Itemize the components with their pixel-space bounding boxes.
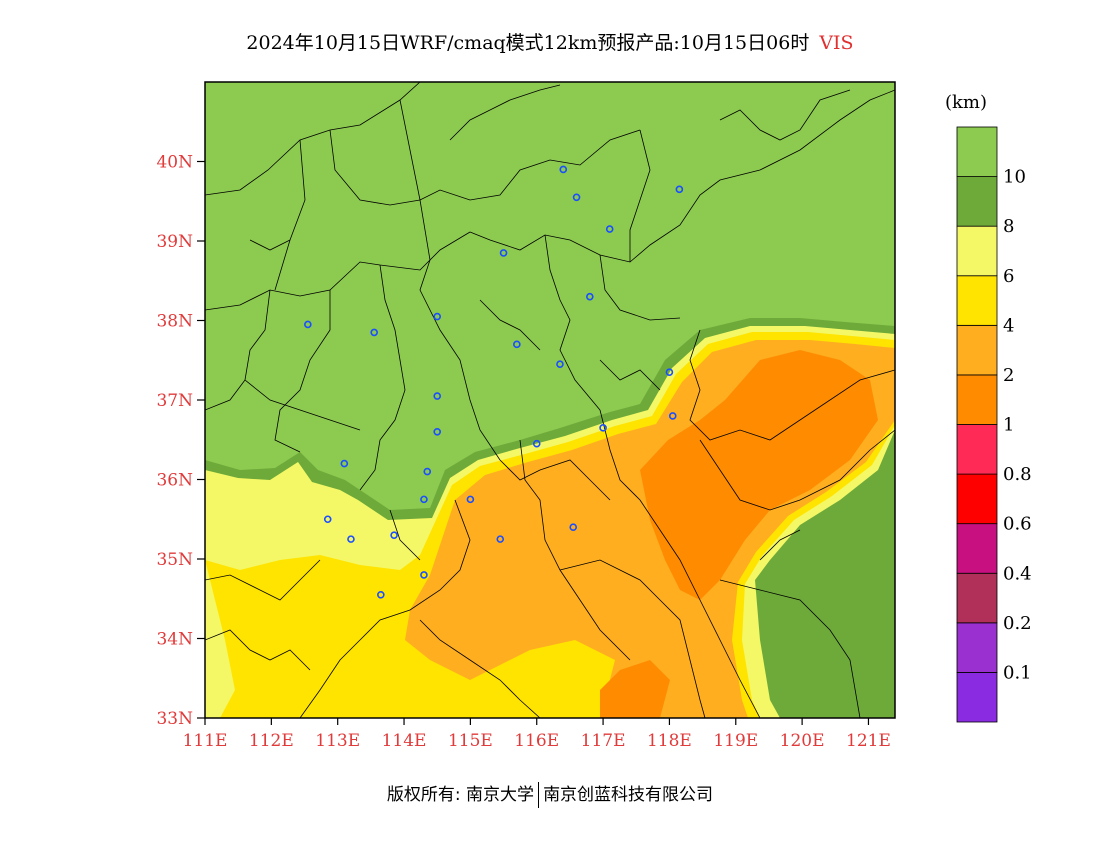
- colorbar-label: 1: [1003, 415, 1014, 436]
- city-marker: [433, 427, 442, 436]
- colorbar-label: 4: [1003, 315, 1014, 336]
- lon-tick-label: 112E: [249, 731, 294, 751]
- city-marker: [433, 312, 442, 321]
- lat-tick-label: 35N: [156, 550, 193, 570]
- city-marker: [572, 193, 581, 202]
- city-marker: [668, 412, 677, 420]
- city-marker: [347, 535, 355, 543]
- lon-tick-label: 121E: [846, 731, 891, 751]
- lon-tick-label: 111E: [183, 731, 228, 751]
- lat-tick-label: 33N: [156, 709, 193, 729]
- footer-divider: [538, 782, 540, 808]
- colorbar: 0.1 0.2 0.4 0.6 0.8 1 2 4 6 8 10: [956, 126, 1032, 723]
- title-main: 2024年10月15日WRF/cmaq模式12km预报产品:10月15日06时: [246, 32, 810, 54]
- footer-left: 版权所有: 南京大学: [386, 785, 535, 805]
- city-marker: [665, 368, 674, 376]
- city-markers: [304, 165, 684, 599]
- colorbar-label: 6: [1003, 266, 1014, 287]
- lat-tick-label: 39N: [156, 232, 193, 252]
- colorbar-label: 0.2: [1003, 613, 1032, 634]
- admin-boundaries: [205, 82, 895, 718]
- vis-1-2-region-south: [600, 660, 670, 718]
- colorbar-swatch: [956, 473, 998, 525]
- colorbar-swatch: [956, 126, 998, 177]
- lon-tick-label: 120E: [780, 731, 825, 751]
- city-marker: [499, 249, 508, 257]
- colorbar-label: 8: [1003, 216, 1014, 237]
- colorbar-label: 0.6: [1003, 514, 1032, 535]
- city-marker: [532, 439, 541, 448]
- city-marker: [569, 523, 578, 532]
- colorbar-label: 2: [1003, 365, 1014, 386]
- city-marker: [496, 535, 505, 543]
- colorbar-swatch: [956, 622, 998, 673]
- city-marker: [377, 590, 385, 599]
- city-marker: [323, 515, 332, 524]
- lat-tick-label: 36N: [156, 471, 193, 491]
- lon-tick-label: 117E: [581, 731, 626, 751]
- title-variable: VIS: [819, 32, 854, 54]
- city-marker: [420, 571, 428, 579]
- lon-tick-label: 114E: [382, 731, 427, 751]
- city-marker: [340, 459, 349, 468]
- colorbar-swatch: [956, 572, 998, 624]
- city-marker: [586, 292, 594, 301]
- longitude-axis: 111E 112E 113E 114E 115E 116E 117E 118E 119E 120E…: [183, 718, 891, 751]
- city-marker: [370, 328, 378, 337]
- city-marker: [599, 424, 607, 432]
- visibility-field: [205, 82, 895, 718]
- city-marker: [675, 185, 684, 194]
- footer-right: 南京创蓝科技有限公司: [543, 785, 714, 805]
- colorbar-swatch: [956, 225, 998, 277]
- city-marker: [513, 340, 521, 349]
- lon-tick-label: 118E: [647, 731, 692, 751]
- chart-title: 2024年10月15日WRF/cmaq模式12km预报产品:10月15日06时 V…: [0, 28, 1100, 55]
- latitude-axis: 33N 34N 35N 36N 37N 38N 39N 40N: [156, 153, 205, 729]
- colorbar-swatch: [956, 275, 998, 326]
- lat-tick-label: 38N: [156, 312, 193, 332]
- colorbar-label: 0.8: [1003, 464, 1032, 485]
- lon-tick-label: 119E: [713, 731, 758, 751]
- city-marker: [390, 531, 398, 539]
- city-marker: [556, 360, 564, 369]
- vis-1-2-region: [640, 350, 878, 600]
- colorbar-swatch: [956, 176, 998, 227]
- city-marker: [466, 495, 475, 504]
- city-marker: [304, 320, 312, 329]
- colorbar-unit: (km): [945, 92, 987, 113]
- colorbar-swatch: [956, 324, 998, 376]
- colorbar-swatch: [956, 374, 998, 425]
- colorbar-label: 10: [1003, 167, 1026, 188]
- lat-tick-label: 34N: [156, 630, 193, 650]
- copyright-footer: 版权所有: 南京大学 南京创蓝科技有限公司: [0, 780, 1100, 808]
- lon-tick-label: 113E: [315, 731, 360, 751]
- city-marker: [423, 467, 432, 476]
- colorbar-swatch: [956, 523, 998, 574]
- colorbar-label: 0.1: [1003, 662, 1032, 683]
- lon-tick-label: 115E: [448, 731, 493, 751]
- city-marker: [605, 225, 614, 233]
- lon-tick-label: 116E: [514, 731, 559, 751]
- city-marker: [559, 165, 568, 174]
- city-marker: [420, 495, 428, 504]
- city-marker: [433, 392, 442, 400]
- lat-tick-label: 40N: [156, 153, 193, 173]
- colorbar-swatch: [956, 424, 998, 475]
- lat-tick-label: 37N: [156, 391, 193, 411]
- colorbar-label: 0.4: [1003, 563, 1032, 584]
- colorbar-swatch: [956, 672, 998, 723]
